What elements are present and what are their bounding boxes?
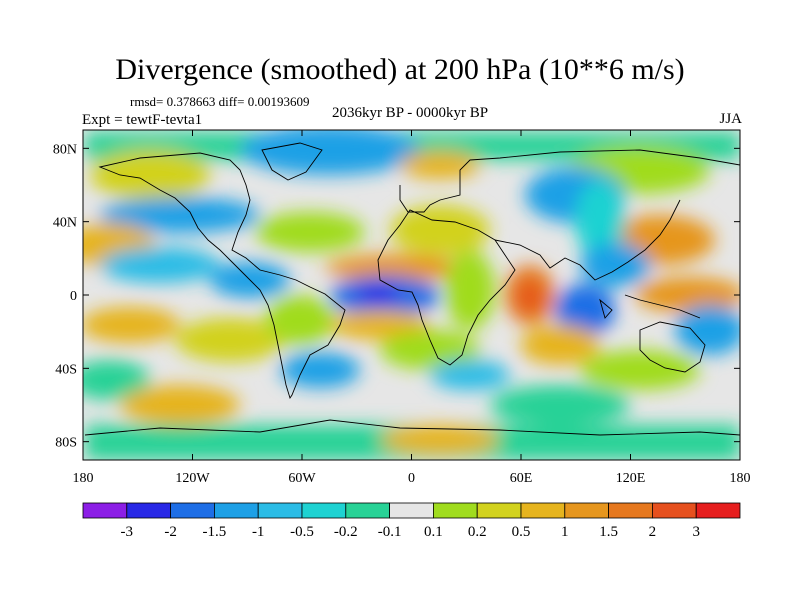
x-tick-label: 60W — [288, 471, 316, 486]
colorbar-tick-label: 0.1 — [424, 524, 443, 540]
x-tick-label: 180 — [730, 471, 751, 486]
x-tick-label: 120E — [616, 471, 646, 486]
experiment-label: Expt = tewtF-tevta1 — [82, 112, 203, 128]
colorbar-tick-label: -1.5 — [203, 524, 227, 540]
colorbar-tick-label: -2 — [164, 524, 177, 540]
season-label: JJA — [719, 111, 742, 127]
colorbar-swatch — [213, 502, 259, 519]
y-tick-label: 40N — [53, 216, 77, 231]
colorbar-swatch — [82, 502, 128, 519]
colorbar-swatch — [170, 502, 215, 519]
period-label: 2036kyr BP - 0000kyr BP — [331, 105, 489, 121]
colorbar-swatch — [695, 502, 741, 519]
y-tick-label: 40S — [55, 362, 77, 377]
colorbar-swatch — [301, 502, 347, 519]
y-tick-label: 80N — [53, 142, 77, 157]
colorbar-tick-label: 2 — [649, 524, 657, 540]
colorbar: -3 -2 -1.5 -1 -0.5 -0.2 -0.1 0.1 0.2 0.5 1 1.5 2 3 — [82, 502, 741, 540]
colorbar-swatch — [389, 502, 434, 519]
colorbar-swatch — [652, 502, 697, 519]
coastlines — [84, 142, 740, 436]
colorbar-swatch — [564, 502, 609, 519]
x-tick-label: 60E — [510, 471, 533, 486]
axis-layer: 180 120W 60W 0 60E 120E 180 80N 40N 0 40S 80S — [53, 130, 751, 486]
colorbar-swatch — [432, 502, 478, 519]
colorbar-tick-label: 1.5 — [599, 524, 618, 540]
colorbar-tick-label: -0.1 — [378, 524, 402, 540]
colorbar-swatch — [520, 502, 566, 519]
colorbar-tick-label: -0.5 — [290, 524, 314, 540]
colorbar-swatch — [608, 502, 653, 519]
x-tick-label: 120W — [175, 471, 210, 486]
colorbar-swatch — [257, 502, 303, 519]
y-tick-label: 80S — [55, 436, 77, 451]
rmsd-diff-stats: rmsd= 0.378663 diff= 0.00193609 — [130, 94, 310, 109]
colorbar-swatch — [345, 502, 390, 519]
colorbar-tick-label: -0.2 — [334, 524, 358, 540]
colorbar-swatch — [126, 502, 172, 519]
y-tick-label: 0 — [70, 289, 77, 304]
colorbar-tick-label: 0.2 — [468, 524, 487, 540]
colorbar-tick-label: -1 — [252, 524, 265, 540]
figure-title: Divergence (smoothed) at 200 hPa (10**6 … — [115, 53, 685, 86]
colorbar-tick-label: -3 — [121, 524, 134, 540]
colorbar-tick-label: 1 — [561, 524, 569, 540]
x-tick-label: 0 — [408, 471, 415, 486]
colorbar-tick-label: 0.5 — [512, 524, 531, 540]
colorbar-tick-label: 3 — [692, 524, 700, 540]
colorbar-swatch — [476, 502, 522, 519]
x-tick-label: 180 — [73, 471, 94, 486]
